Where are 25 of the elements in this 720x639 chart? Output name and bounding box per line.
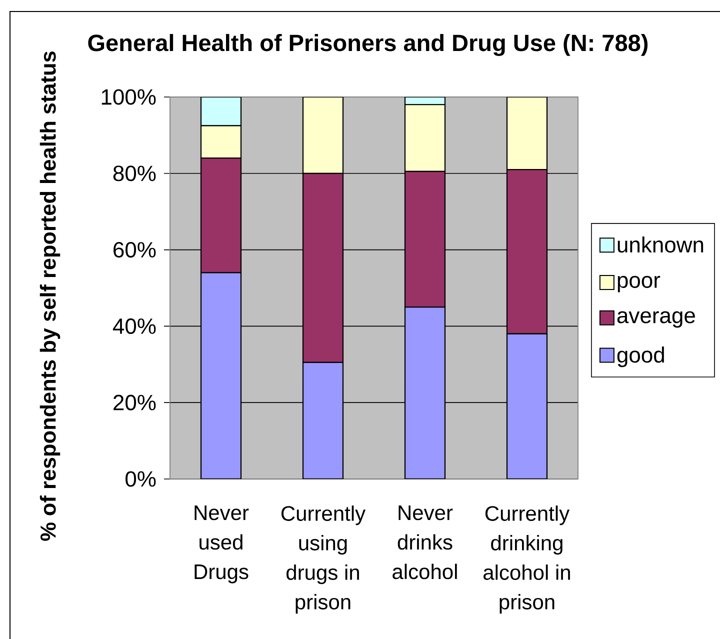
y-tick-label: 80% xyxy=(113,166,156,182)
bar xyxy=(506,96,548,170)
bar xyxy=(506,333,548,479)
x-tick-label: Never drinks alcohol xyxy=(392,506,457,580)
legend-label: poor xyxy=(618,276,660,292)
y-tick-label: 40% xyxy=(112,318,156,334)
y-axis-title: % of respondents by self reported health status xyxy=(40,52,60,541)
bar xyxy=(302,362,344,479)
x-tick-label: Never used Drugs xyxy=(194,506,249,584)
bar xyxy=(302,96,344,174)
bar xyxy=(404,306,446,479)
y-tick-label: 60% xyxy=(114,242,156,258)
x-tick-label: Currently using drugs in prison xyxy=(281,506,366,614)
bar xyxy=(200,96,242,126)
bar xyxy=(200,272,242,479)
y-tick-label: 20% xyxy=(114,394,156,410)
x-tick-label: Currently drinking alcohol in prison xyxy=(484,506,570,614)
y-tick-label: 100% xyxy=(102,89,156,105)
chart-title: General Health of Prisoners and Drug Use (N: 788) xyxy=(88,34,648,56)
legend-label: unknown xyxy=(618,236,704,253)
y-tick-label: 0% xyxy=(126,471,156,487)
bar xyxy=(404,104,446,172)
legend-label: good xyxy=(617,346,664,368)
bar xyxy=(200,125,242,159)
legend-label: average xyxy=(617,311,695,328)
